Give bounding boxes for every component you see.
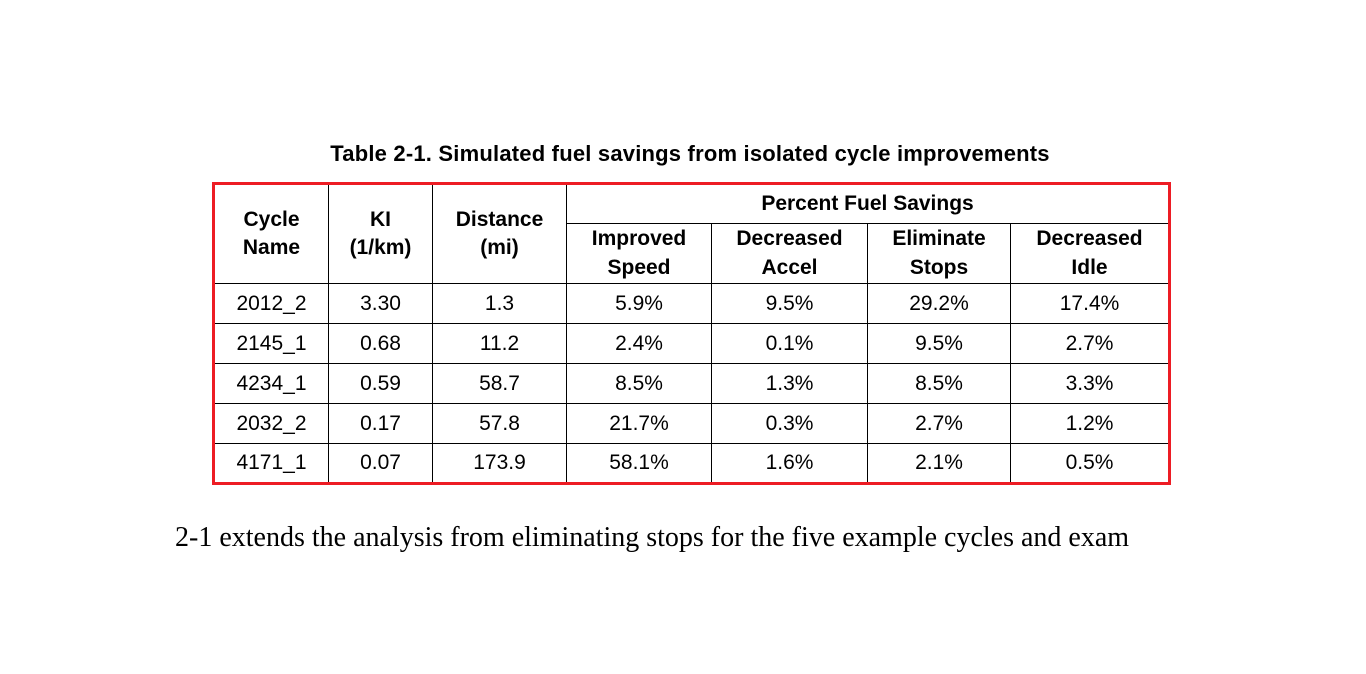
table-row: 2012_2 3.30 1.3 5.9% 9.5% 29.2% 17.4% [213,283,1171,324]
cell-improved-speed: 58.1% [566,443,712,484]
group-header-percent-fuel-savings: Percent Fuel Savings [565,183,1171,224]
header-line: Cycle [243,207,300,231]
cell-cycle-name: 2145_1 [213,323,329,364]
header-line: Stops [909,255,969,279]
cell-eliminate-stops: 29.2% [867,283,1011,324]
header-line: KI [370,207,391,231]
table-row: 2145_1 0.68 11.2 2.4% 0.1% 9.5% 2.7% [213,323,1171,364]
header-line: Speed [607,255,671,279]
cell-decreased-accel: 9.5% [711,283,868,324]
cell-improved-speed: 2.4% [566,323,712,364]
header-line: Improved [591,227,687,251]
cell-ki: 3.30 [328,283,433,324]
column-header-distance: Distance (mi) [432,183,567,284]
cell-decreased-accel: 0.3% [711,403,868,444]
cell-ki: 0.59 [328,363,433,404]
table-title: Table 2-1. Simulated fuel savings from i… [330,141,1050,166]
table-row: 4171_1 0.07 173.9 58.1% 1.6% 2.1% 0.5% [213,443,1171,484]
header-line: Name [242,236,301,259]
cell-decreased-idle: 1.2% [1009,403,1171,444]
column-header-decreased-idle: Decreased Idle [1009,223,1171,284]
fuel-savings-table: Cycle Name KI (1/km) Distance (mi) Perce… [212,182,1172,485]
cell-cycle-name: 2012_2 [213,283,329,324]
cell-decreased-accel: 1.6% [711,443,868,484]
header-line: Decreased [1036,227,1143,251]
cell-ki: 0.68 [328,323,433,364]
cell-distance: 57.8 [432,403,567,444]
cell-eliminate-stops: 8.5% [867,363,1011,404]
cell-improved-speed: 8.5% [566,363,712,404]
cell-improved-speed: 21.7% [566,403,712,444]
cell-eliminate-stops: 2.7% [867,403,1011,444]
cell-cycle-name: 4171_1 [213,443,329,484]
cell-distance: 173.9 [432,443,567,484]
cell-decreased-accel: 1.3% [711,363,868,404]
column-header-cycle-name: Cycle Name [213,183,329,284]
header-line: Decreased [736,227,843,251]
header-line: (mi) [480,236,519,259]
header-line: Accel [761,255,818,279]
header-line: Distance [455,207,544,231]
cell-distance: 58.7 [432,363,567,404]
cell-distance: 1.3 [432,283,567,324]
column-header-improved-speed: Improved Speed [566,223,712,284]
cell-cycle-name: 2032_2 [213,403,329,444]
header-sub-row: Improved Speed Decreased Accel Eliminate… [214,223,1171,284]
cell-decreased-idle: 2.7% [1009,323,1171,364]
column-header-decreased-accel: Decreased Accel [711,223,868,284]
body-paragraph: 2-1 extends the analysis from eliminatin… [175,522,1130,553]
header-line: (1/km) [349,236,412,259]
column-header-ki: KI (1/km) [328,183,433,284]
cell-ki: 0.07 [328,443,433,484]
cell-decreased-idle: 17.4% [1009,283,1171,324]
cell-decreased-idle: 3.3% [1009,363,1171,404]
cell-distance: 11.2 [432,323,567,364]
cell-decreased-idle: 0.5% [1009,443,1171,484]
table-row: 2032_2 0.17 57.8 21.7% 0.3% 2.7% 1.2% [213,403,1171,444]
column-header-eliminate-stops: Eliminate Stops [867,223,1011,284]
header-line: Idle [1071,255,1108,279]
header-group-row: Cycle Name KI (1/km) Distance (mi) Perce… [213,183,1171,284]
header-line: Eliminate [892,227,986,251]
cell-eliminate-stops: 2.1% [867,443,1011,484]
cell-decreased-accel: 0.1% [711,323,868,364]
table-row: 4234_1 0.59 58.7 8.5% 1.3% 8.5% 3.3% [213,363,1171,404]
cell-improved-speed: 5.9% [566,283,712,324]
cell-eliminate-stops: 9.5% [867,323,1011,364]
cell-cycle-name: 4234_1 [213,363,329,404]
cell-ki: 0.17 [328,403,433,444]
